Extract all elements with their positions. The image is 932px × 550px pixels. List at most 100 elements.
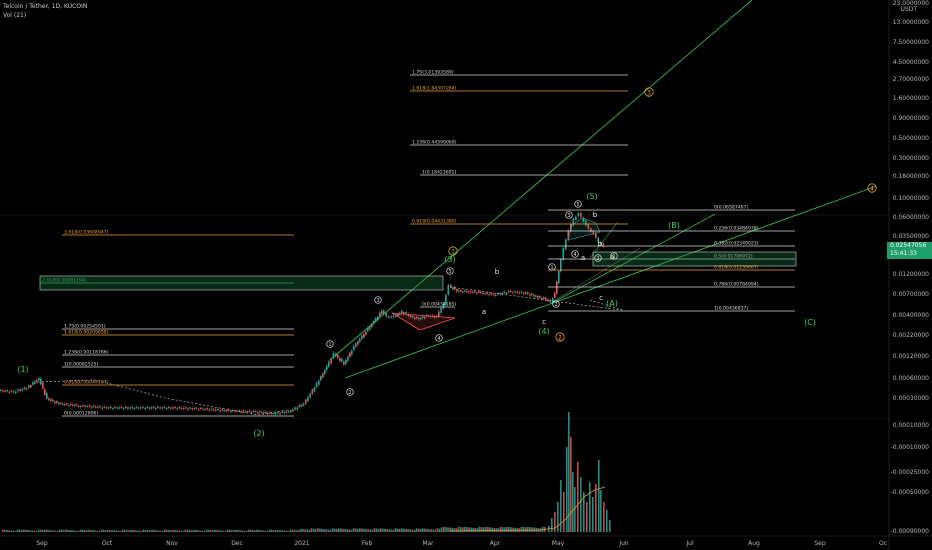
- volume-bar: [239, 530, 241, 532]
- volume-bar: [266, 531, 269, 532]
- volume-bar: [595, 484, 597, 532]
- volume-bar: [29, 530, 31, 532]
- volume-bar: [551, 518, 553, 532]
- volume-bar: [413, 529, 416, 532]
- volume-bar: [557, 502, 559, 532]
- fib-level-label: 0(0.06587467): [714, 205, 748, 211]
- volume-bar: [600, 490, 602, 532]
- candle: [512, 292, 514, 294]
- candle: [510, 290, 512, 292]
- volume-bar: [283, 530, 285, 532]
- volume-bar: [245, 531, 248, 532]
- volume-bar: [298, 529, 300, 532]
- price-axis-tick: -0.00010000: [891, 444, 930, 451]
- fib-level-label: 0.618(0.04431380): [412, 219, 457, 225]
- volume-bar: [434, 529, 437, 532]
- price-axis-tick: 0.00220000: [893, 332, 929, 339]
- candle: [146, 406, 149, 408]
- candle: [595, 232, 597, 238]
- candle: [456, 289, 458, 292]
- candle: [505, 292, 508, 294]
- candle: [468, 291, 470, 293]
- volume-bar: [367, 529, 369, 532]
- candle: [580, 212, 582, 218]
- volume-bar: [35, 531, 38, 532]
- candle: [193, 408, 196, 410]
- volume-bar: [159, 530, 162, 532]
- volume-bar: [184, 529, 187, 532]
- candle: [32, 382, 34, 385]
- candle: [197, 408, 200, 411]
- wave-label-green: (B): [668, 221, 680, 230]
- candle: [64, 403, 66, 405]
- candle: [8, 391, 11, 393]
- candle: [587, 223, 590, 229]
- candle: [277, 412, 279, 414]
- candle: [6, 390, 9, 392]
- candle: [195, 407, 198, 409]
- volume-bar: [50, 530, 52, 532]
- volume-bar: [96, 530, 99, 532]
- time-axis-tick: Mar: [422, 540, 434, 547]
- candle: [273, 413, 275, 415]
- candle: [549, 300, 552, 303]
- candle: [36, 379, 38, 383]
- candle: [238, 410, 240, 412]
- volume-bar: [8, 530, 10, 532]
- candle: [157, 406, 159, 408]
- volume-bar: [451, 527, 453, 532]
- volume-bar: [407, 529, 409, 532]
- candle: [541, 297, 543, 300]
- price-axis-tick: 13.0000000: [893, 19, 929, 26]
- candle: [200, 407, 202, 409]
- candle: [486, 292, 489, 294]
- candle: [219, 410, 221, 412]
- candle: [48, 398, 50, 401]
- wave-circle-white: [435, 334, 443, 342]
- candle: [318, 380, 320, 385]
- candle: [363, 334, 365, 338]
- volume-bar: [151, 529, 153, 532]
- candle: [403, 312, 405, 315]
- volume-bar: [426, 528, 428, 532]
- candle: [590, 228, 592, 232]
- volume-bar: [499, 526, 502, 532]
- candle: [392, 315, 395, 317]
- volume-bar: [264, 530, 267, 532]
- volume-bar: [277, 529, 279, 532]
- volume-bar: [424, 528, 426, 532]
- volume-bar: [161, 531, 164, 532]
- time-axis-tick: 2021: [294, 540, 309, 547]
- candle: [567, 230, 570, 241]
- wave-label-white: 1: [550, 265, 553, 271]
- candle: [163, 406, 166, 408]
- candle: [300, 404, 303, 407]
- volume-bar: [468, 527, 470, 532]
- volume-bar: [386, 529, 388, 532]
- volume-bar: [178, 530, 180, 532]
- candle: [341, 358, 343, 362]
- candle: [554, 292, 556, 298]
- volume-bar: [71, 530, 73, 532]
- volume-bar: [323, 529, 325, 532]
- volume-bar: [310, 528, 313, 532]
- fib-level-label: 0(0.00434185): [422, 302, 456, 308]
- candle: [529, 294, 531, 296]
- candle: [543, 297, 545, 299]
- wave-letter-label: b: [593, 211, 598, 219]
- volume-bar: [352, 528, 355, 532]
- candle: [150, 407, 153, 409]
- price-axis-tick: 0.01200000: [893, 271, 929, 278]
- candle: [223, 409, 226, 412]
- volume-bar: [113, 530, 115, 532]
- volume-bar: [527, 526, 529, 532]
- volume-bar: [459, 527, 462, 532]
- candle: [62, 403, 64, 405]
- wave-label-orange: 4: [870, 185, 874, 192]
- time-axis-tick: Jun: [618, 540, 629, 547]
- channel-upper-line: [329, 0, 753, 361]
- candle: [322, 373, 324, 378]
- candle: [60, 402, 62, 404]
- volume-bar: [464, 526, 466, 532]
